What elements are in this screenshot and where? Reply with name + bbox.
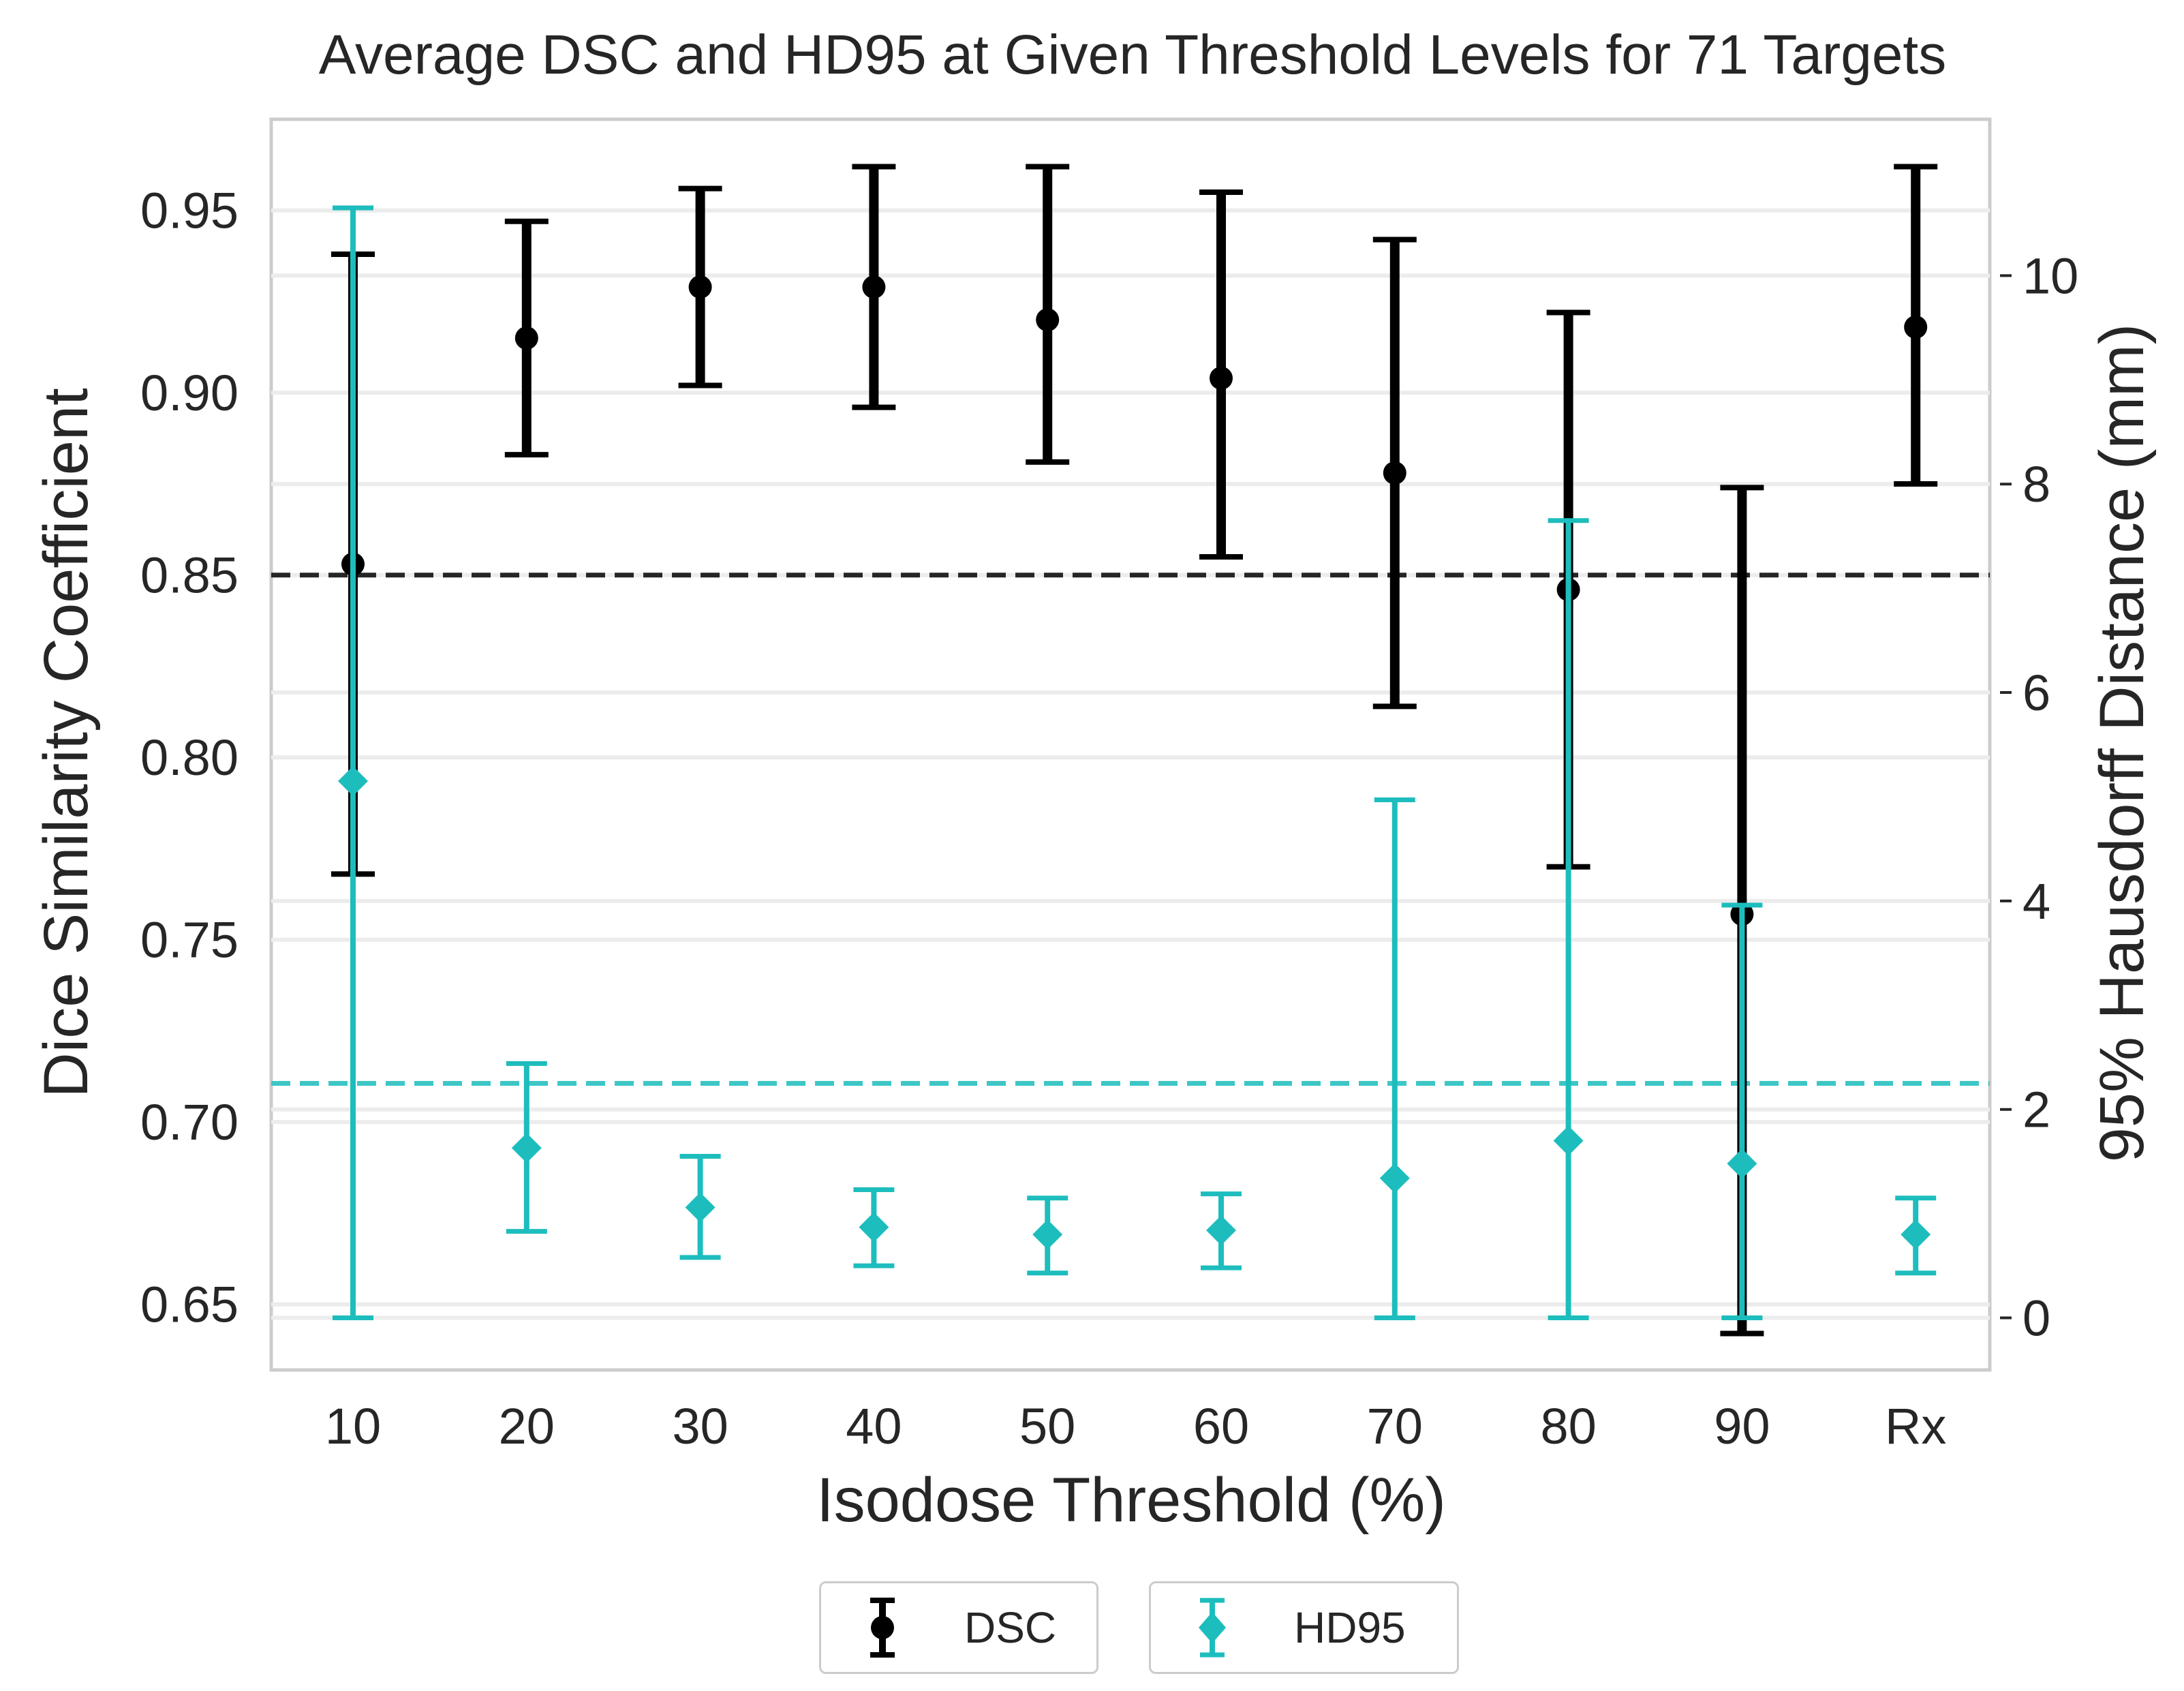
- x-axis-ticks: 10 20 30 40 50 60 70 80 90 Rx: [325, 1398, 1947, 1454]
- x-tick-label: 10: [325, 1398, 381, 1454]
- left-y-axis-label: Dice Similarity Coefficient: [31, 388, 101, 1097]
- hd95-legend-marker-icon: [1199, 1598, 1226, 1658]
- hd95-point: [685, 1192, 716, 1223]
- left-y-tick-label: 0.85: [140, 547, 239, 604]
- left-y-tick-label: 0.65: [140, 1277, 239, 1333]
- reference-lines: [271, 573, 1990, 1086]
- x-tick-label: 50: [1019, 1398, 1075, 1454]
- dsc-legend-marker-icon: [870, 1598, 895, 1658]
- x-tick-label: 60: [1193, 1398, 1249, 1454]
- hd95-point: [338, 766, 368, 797]
- hd95-point: [511, 1133, 542, 1163]
- right-y-tick-label: 4: [2022, 873, 2050, 930]
- legend-label-dsc: DSC: [964, 1603, 1057, 1652]
- hd95-point: [1901, 1219, 1931, 1250]
- legend-item-dsc: DSC: [819, 1581, 1098, 1674]
- dsc-point: [688, 275, 712, 299]
- hd95-point: [1727, 1148, 1757, 1179]
- gridlines: [271, 208, 1990, 1320]
- hd95-point: [1206, 1215, 1236, 1246]
- right-y-axis-ticks: 0 2 4 6 8 10: [2000, 247, 2078, 1347]
- hd95-series: [333, 205, 1937, 1321]
- x-tick-label: 40: [846, 1398, 902, 1454]
- left-y-tick-label: 0.75: [140, 912, 239, 969]
- right-y-tick-label: 6: [2022, 665, 2050, 721]
- hd95-point: [1379, 1163, 1410, 1193]
- dsc-point: [862, 275, 886, 299]
- dsc-point: [514, 326, 538, 350]
- plot-frame: [269, 117, 1992, 1372]
- x-axis-label: Isodose Threshold (%): [816, 1465, 1446, 1535]
- right-y-tick-label: 2: [2022, 1082, 2050, 1138]
- left-y-tick-label: 0.70: [140, 1094, 239, 1151]
- x-tick-label: 20: [499, 1398, 555, 1454]
- legend-item-hd95: HD95: [1149, 1581, 1459, 1674]
- left-y-tick-label: 0.95: [140, 183, 239, 239]
- dsc-point: [1904, 315, 1928, 339]
- hd95-point: [1553, 1125, 1584, 1156]
- left-y-tick-label: 0.90: [140, 365, 239, 421]
- legend-label-hd95: HD95: [1294, 1603, 1406, 1652]
- x-tick-label: 90: [1714, 1398, 1770, 1454]
- x-tick-label: 30: [672, 1398, 728, 1454]
- hd95-point: [1032, 1219, 1063, 1250]
- x-tick-label: 80: [1540, 1398, 1596, 1454]
- right-y-tick-label: 8: [2022, 456, 2050, 513]
- right-y-axis-label: 95% Hausdorff Distance (mm): [2087, 324, 2157, 1163]
- left-y-tick-label: 0.80: [140, 729, 239, 786]
- dsc-point: [1210, 366, 1233, 390]
- x-tick-label: 70: [1367, 1398, 1423, 1454]
- dsc-point: [1036, 308, 1060, 332]
- left-y-axis-ticks: 0.65 0.70 0.75 0.80 0.85 0.90 0.95: [140, 183, 239, 1333]
- right-y-tick-label: 0: [2022, 1290, 2050, 1347]
- dsc-point: [1383, 461, 1406, 485]
- hd95-point: [859, 1212, 889, 1243]
- right-y-tick-label: 10: [2022, 247, 2078, 304]
- chart-title: Average DSC and HD95 at Given Threshold …: [319, 24, 1946, 86]
- x-tick-label: Rx: [1885, 1398, 1946, 1454]
